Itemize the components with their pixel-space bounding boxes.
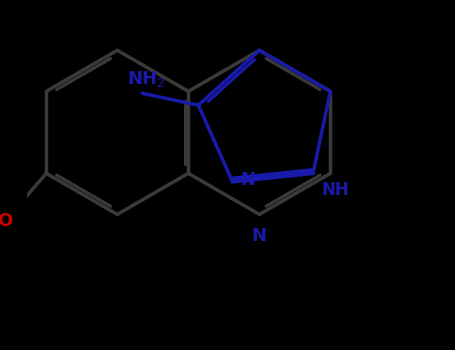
- Text: NH$_2$: NH$_2$: [127, 69, 166, 89]
- Text: N: N: [252, 227, 267, 245]
- Text: N: N: [240, 171, 255, 189]
- Text: NH: NH: [322, 181, 349, 200]
- Text: O: O: [0, 212, 13, 230]
